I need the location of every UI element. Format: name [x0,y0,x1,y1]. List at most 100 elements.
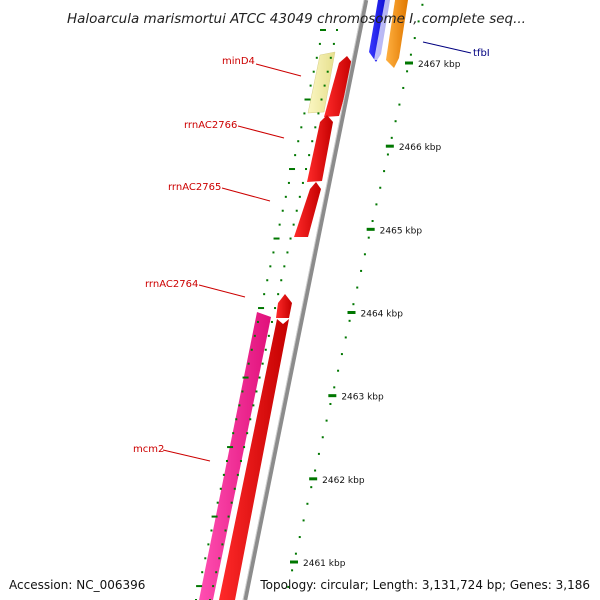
ruler-dot [306,502,309,505]
guide-dot [264,348,267,351]
ruler-tick-label: 2461 kbp [303,559,346,569]
guide-dot [256,320,259,323]
gene-label-rrnAC2764[interactable]: rrnAC2764 [145,279,198,290]
guide-dot [294,154,297,157]
gene-feature-red-1[interactable] [324,56,353,117]
guide-dot [326,70,329,73]
guide-dot [201,571,204,574]
guide-dot [308,154,311,157]
guide-dot [278,223,281,226]
guide-dot [232,432,235,435]
genome-backbone-shine [242,0,365,600]
guide-dot [227,446,234,449]
gene-label-tfbI[interactable]: tfbI [473,48,490,59]
ruler-tick-label: 2463 kbp [341,393,384,403]
genome-backbone [242,0,369,600]
ruler-tick [290,560,298,564]
guide-dot [286,251,289,254]
ruler-dot [348,319,351,322]
guide-dot [215,571,218,574]
guide-dot [252,404,255,407]
guide-dot [318,42,321,45]
gene-label-minD4[interactable]: minD4 [222,56,255,67]
gene-labels: tfbI minD4 rrnAC2766 rrnAC2765 rrnAC2764… [133,41,490,462]
guide-dot [236,473,239,476]
guide-dot [211,515,218,518]
guide-dot [289,237,292,240]
ruler-tick-label: 2465 kbp [380,226,423,236]
ruler-dot [402,86,405,89]
highlight-strip [374,0,395,60]
guide-dot [283,265,286,268]
ruler-dot [371,220,374,223]
guide-dot [233,487,236,490]
guide-dot [272,251,275,254]
ruler-dot [363,253,366,256]
ruler-dot [302,519,305,522]
guide-dot [284,195,287,198]
ruler-dot [360,269,363,272]
ruler-dot [310,486,313,489]
guide-dot [255,390,258,393]
ruler-dot [394,120,397,123]
guide-dot [292,223,295,226]
guide-dot [273,237,280,240]
guide-dot [238,404,241,407]
ruler-tick [405,61,413,65]
ruler-dot [340,353,343,356]
gene-feature-red-long[interactable] [219,319,289,600]
guide-dot [227,515,230,518]
guide-dot [221,543,224,546]
gene-feature-rrnAC2766[interactable] [307,115,333,182]
ruler-tick [347,311,356,314]
ruler-dot [314,469,317,472]
guide-dot [253,334,256,337]
guide-dot [218,557,221,560]
guide-dot [235,418,238,421]
ruler-dot [317,452,320,455]
gene-label-mcm2[interactable]: mcm2 [133,444,164,455]
guide-dot [241,390,244,393]
leader-line-rrnAC2765 [221,187,271,202]
gene-feature-minD4[interactable] [307,51,336,114]
ruler-dot [413,37,416,40]
guide-dot [301,181,304,184]
ruler-dot [379,186,382,189]
gene-feature-rrnAC2765[interactable] [294,182,321,237]
guide-dot [230,501,233,504]
guide-dot [274,307,277,310]
guide-dot [225,459,228,462]
accession-text: Accession: NC_006396 [9,578,146,592]
ruler-dot [356,286,359,289]
gene-feature-orange[interactable] [386,0,408,68]
ruler-tick-label: 2462 kbp [322,476,365,486]
guide-dot [216,501,219,504]
guide-dot [224,529,227,532]
guide-dot [320,29,326,31]
guide-dot [261,362,264,365]
gene-feature-rrnAC2764[interactable] [276,294,292,318]
ruler: 2467 kbp 2466 kbp 2465 kbp 2464 kbp 2463 kbp… [287,3,461,588]
guide-dot [281,209,284,212]
guide-dot [312,70,315,73]
ruler-tick-label: 2464 kbp [361,310,404,320]
gene-feature-mcm2[interactable] [199,312,271,600]
guide-dot [298,195,301,198]
guide-dot [212,585,215,588]
gene-label-rrnAC2766[interactable]: rrnAC2766 [184,120,237,131]
guide-dot [270,320,273,323]
ruler-dot [383,170,386,173]
ruler-dot [287,585,290,588]
guide-dot [280,279,283,282]
gene-label-rrnAC2765[interactable]: rrnAC2765 [168,182,221,193]
ruler-dot [375,203,378,206]
ruler-dot [386,153,389,156]
guide-dot [269,265,272,268]
ruler-dot [298,536,301,539]
guide-dot [323,84,326,87]
guide-dot [295,209,298,212]
ruler-dot [398,103,401,106]
guide-dot [332,42,335,45]
guide-dot [289,168,296,171]
